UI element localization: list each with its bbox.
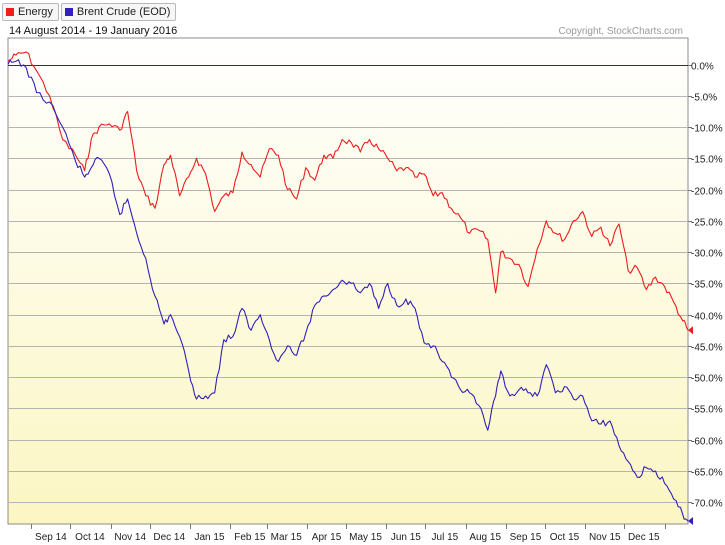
y-tick-label: -30.0%: [691, 249, 723, 260]
x-tick-label: Mar 15: [271, 532, 303, 543]
y-tick-label: -45.0%: [691, 343, 723, 354]
date-range-label: 14 August 2014 - 19 January 2016: [9, 25, 178, 37]
end-value-marker: [688, 326, 693, 335]
legend-label-energy: Energy: [18, 6, 53, 18]
y-tick-label: -10.0%: [691, 124, 723, 135]
y-tick-label: -55.0%: [691, 405, 723, 416]
legend-item-brent-crude[interactable]: Brent Crude (EOD): [60, 3, 177, 21]
legend-swatch-energy: [6, 8, 14, 16]
y-tick-label: -25.0%: [691, 218, 723, 229]
x-tick-label: Jan 15: [195, 532, 225, 543]
y-tick-label: -5.0%: [691, 93, 717, 104]
x-tick-label: Nov 15: [589, 532, 621, 543]
y-tick-label: -40.0%: [691, 312, 723, 323]
x-axis: Sep 14 Oct 14 Nov 14 Dec 14 Jan 15 Feb 15 Mar …: [31, 524, 666, 543]
y-tick-label: -60.0%: [691, 437, 723, 448]
grid-lines: [8, 65, 688, 503]
y-axis: 0.0% -5.0% -10.0% -15.0% -20.0% -25.0% -30.0% -…: [688, 62, 723, 525]
x-tick-label: May 15: [349, 532, 382, 543]
y-tick-label: -50.0%: [691, 374, 723, 385]
x-tick-label: Sep 15: [510, 532, 542, 543]
x-tick-label: Oct 14: [75, 532, 105, 543]
y-tick-label: 0.0%: [691, 62, 714, 73]
y-tick-label: -35.0%: [691, 280, 723, 291]
x-tick-label: Jul 15: [432, 532, 459, 543]
x-tick-label: Jun 15: [391, 532, 421, 543]
x-tick-label: Sep 14: [35, 532, 67, 543]
legend-swatch-brent-crude: [64, 8, 73, 16]
copyright-notice: Copyright, StockCharts.com: [558, 26, 684, 37]
y-tick-label: -15.0%: [691, 155, 723, 166]
x-tick-label: Oct 15: [550, 532, 580, 543]
legend-label-brent-crude: Brent Crude (EOD): [76, 6, 171, 18]
x-tick-label: Dec 15: [628, 532, 660, 543]
x-tick-label: Aug 15: [469, 532, 501, 543]
chart-legend: Energy Brent Crude (EOD): [2, 3, 177, 21]
y-tick-label: -20.0%: [691, 187, 723, 198]
series-lines: [7, 51, 689, 522]
y-tick-label: -65.0%: [691, 468, 723, 479]
x-tick-label: Feb 15: [234, 532, 266, 543]
legend-item-energy[interactable]: Energy: [2, 3, 59, 21]
x-tick-label: Nov 14: [114, 532, 146, 543]
plot-area: [7, 37, 689, 525]
series-line-brent-crude-eod: [7, 59, 689, 522]
x-tick-label: Dec 14: [153, 532, 185, 543]
series-line-energy: [7, 51, 689, 331]
x-tick-label: Apr 15: [312, 532, 342, 543]
end-value-marker: [688, 517, 693, 525]
y-tick-label: -70.0%: [691, 499, 723, 510]
